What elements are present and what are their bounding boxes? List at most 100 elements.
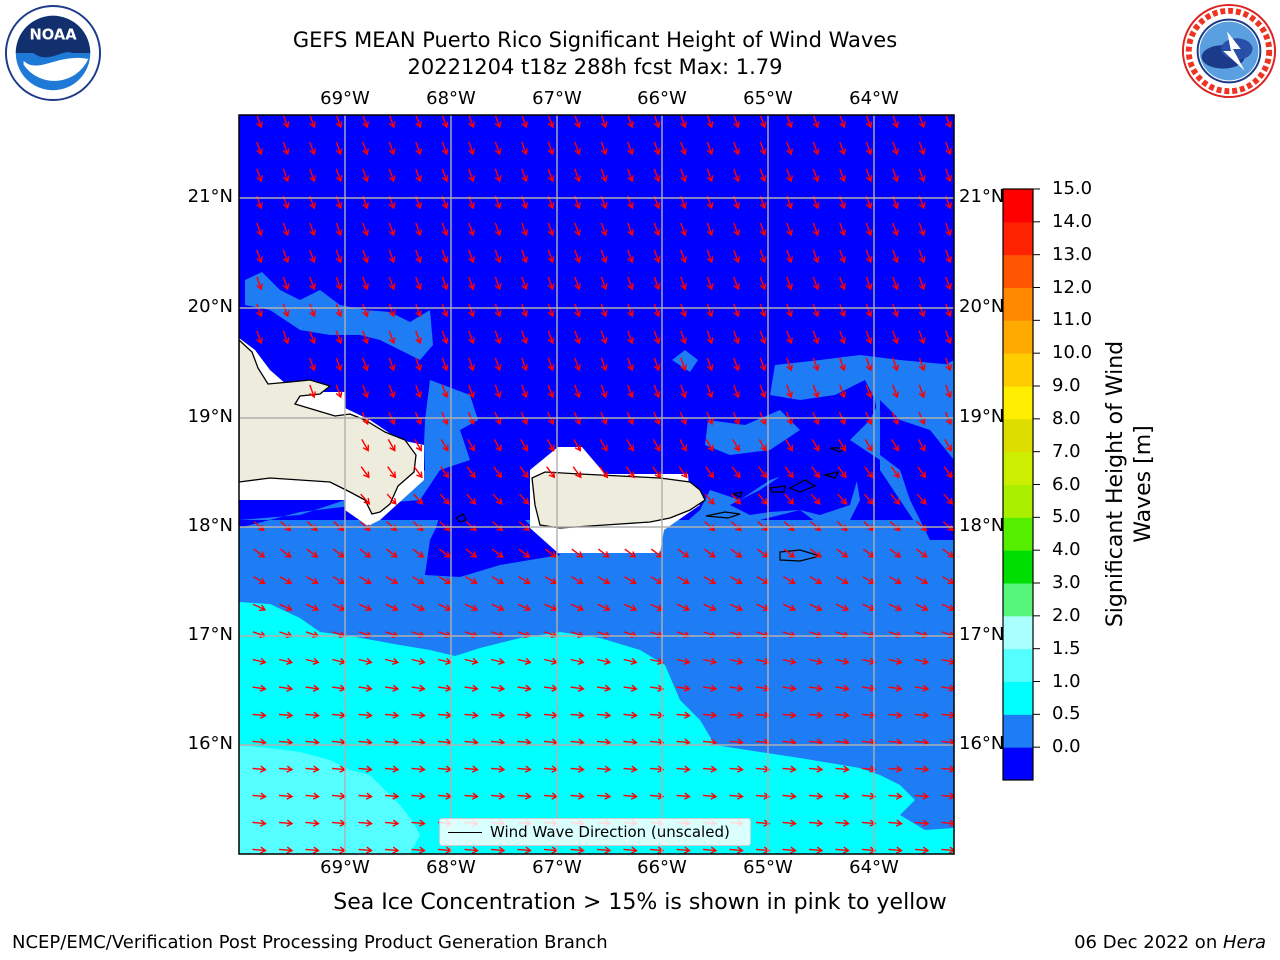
wind-wave-arrow [676, 765, 691, 773]
wind-wave-arrow [521, 168, 528, 183]
wind-wave-arrow [599, 439, 608, 452]
wind-wave-arrow [755, 846, 771, 854]
wind-wave-arrow [278, 792, 294, 800]
wind-wave-arrow [521, 330, 528, 345]
wind-wave-arrow [252, 819, 267, 827]
wind-wave-arrow [309, 249, 316, 264]
wind-wave-arrow [465, 548, 478, 558]
wind-wave-arrow [706, 249, 714, 264]
wind-wave-arrow [411, 711, 426, 719]
lon-tick-bottom: 67°W [532, 857, 582, 878]
wind-wave-arrow [490, 738, 506, 746]
wind-wave-arrow [941, 846, 954, 854]
lat-tick-left: 19°N [187, 406, 233, 427]
wind-wave-arrow [706, 357, 714, 372]
colorbar-tick-label: 1.0 [1052, 670, 1081, 692]
lat-tick-left: 21°N [187, 186, 233, 207]
wind-wave-arrow [676, 603, 691, 612]
wind-wave-arrow [305, 765, 320, 773]
wind-wave-arrow [755, 765, 771, 773]
wind-wave-arrow [492, 493, 503, 505]
wind-wave-arrow [464, 792, 479, 800]
wind-wave-arrow [490, 765, 506, 773]
wind-wave-arrow [786, 384, 793, 399]
wind-wave-arrow [865, 330, 873, 345]
wind-wave-arrow [861, 711, 877, 719]
wind-wave-arrow [783, 576, 796, 584]
wind-wave-arrow [520, 439, 528, 452]
wind-wave-arrow [703, 657, 718, 665]
wind-wave-arrow [335, 115, 343, 129]
wind-wave-arrow [574, 384, 581, 399]
wind-wave-arrow [517, 765, 532, 773]
wind-wave-arrow [945, 168, 952, 183]
wind-wave-arrow [627, 330, 634, 345]
colorbar-tick-label: 0.0 [1052, 736, 1081, 758]
lat-tick-right: 20°N [959, 296, 1005, 317]
wind-wave-arrow [415, 222, 422, 237]
wind-wave-arrow [942, 548, 954, 558]
wind-wave-arrow [388, 222, 396, 237]
wind-wave-arrow [252, 792, 267, 800]
colorbar-tick-label: 0.5 [1052, 703, 1081, 725]
wind-wave-arrow [702, 846, 718, 854]
wind-wave-arrow [836, 548, 849, 558]
wind-wave-arrow [680, 330, 687, 345]
colorbar-segment [1003, 353, 1033, 387]
wind-wave-arrow [888, 657, 903, 665]
wind-wave-arrow [518, 548, 531, 558]
wind-wave-arrow [309, 303, 316, 318]
wind-wave-arrow [600, 141, 608, 156]
lon-tick-bottom: 69°W [320, 857, 370, 878]
legend-line-sample [448, 832, 482, 833]
colorbar-tick-label: 15.0 [1052, 178, 1093, 199]
wind-wave-arrow [490, 792, 506, 800]
wind-wave-arrow [945, 222, 952, 237]
wind-wave-arrow [441, 384, 449, 399]
wind-wave-arrow [786, 357, 793, 372]
wind-wave-arrow [309, 115, 316, 129]
wind-wave-arrow [889, 548, 902, 558]
wind-wave-arrow [465, 576, 478, 584]
wind-wave-arrow [733, 115, 740, 129]
wind-wave-arrow [782, 603, 797, 612]
wind-wave-arrow [358, 603, 373, 612]
wind-wave-arrow [835, 819, 850, 827]
wind-wave-arrow [676, 738, 691, 746]
wind-wave-arrow [653, 330, 661, 345]
wind-wave-arrow [544, 548, 557, 558]
wind-wave-arrow [600, 222, 608, 237]
wind-wave-arrow [570, 765, 585, 773]
wind-wave-arrow [441, 141, 449, 156]
wind-wave-arrow [441, 276, 449, 291]
wind-wave-arrow [547, 384, 555, 399]
wind-wave-arrow [623, 711, 638, 719]
wind-wave-arrow [596, 792, 612, 800]
wind-wave-arrow [362, 141, 369, 156]
wind-wave-arrow [597, 657, 612, 665]
wind-wave-arrow [411, 603, 426, 612]
wind-wave-arrow [464, 657, 479, 665]
wind-wave-arrow [570, 792, 585, 800]
wind-wave-arrow [597, 603, 611, 612]
wind-wave-arrow [362, 249, 369, 264]
wind-wave-arrow [359, 548, 372, 558]
wind-wave-arrow [676, 711, 691, 719]
wind-wave-arrow [385, 657, 400, 665]
wind-wave-arrow [546, 466, 556, 479]
wind-wave-arrow [415, 357, 422, 372]
wind-wave-arrow [335, 384, 343, 399]
wind-wave-arrow [358, 657, 373, 665]
wind-wave-arrow [729, 657, 744, 665]
wind-wave-arrow [862, 684, 877, 692]
wind-wave-arrow [678, 466, 688, 479]
wind-wave-arrow [784, 466, 794, 479]
wind-wave-arrow [703, 576, 717, 584]
colorbar-segment [1003, 254, 1033, 288]
wind-wave-arrow [941, 765, 954, 773]
wind-wave-arrow [861, 765, 877, 773]
wind-wave-arrow [733, 276, 740, 291]
wind-wave-arrow [441, 357, 449, 372]
wind-wave-arrow [786, 115, 793, 129]
wind-wave-arrow [494, 249, 502, 264]
